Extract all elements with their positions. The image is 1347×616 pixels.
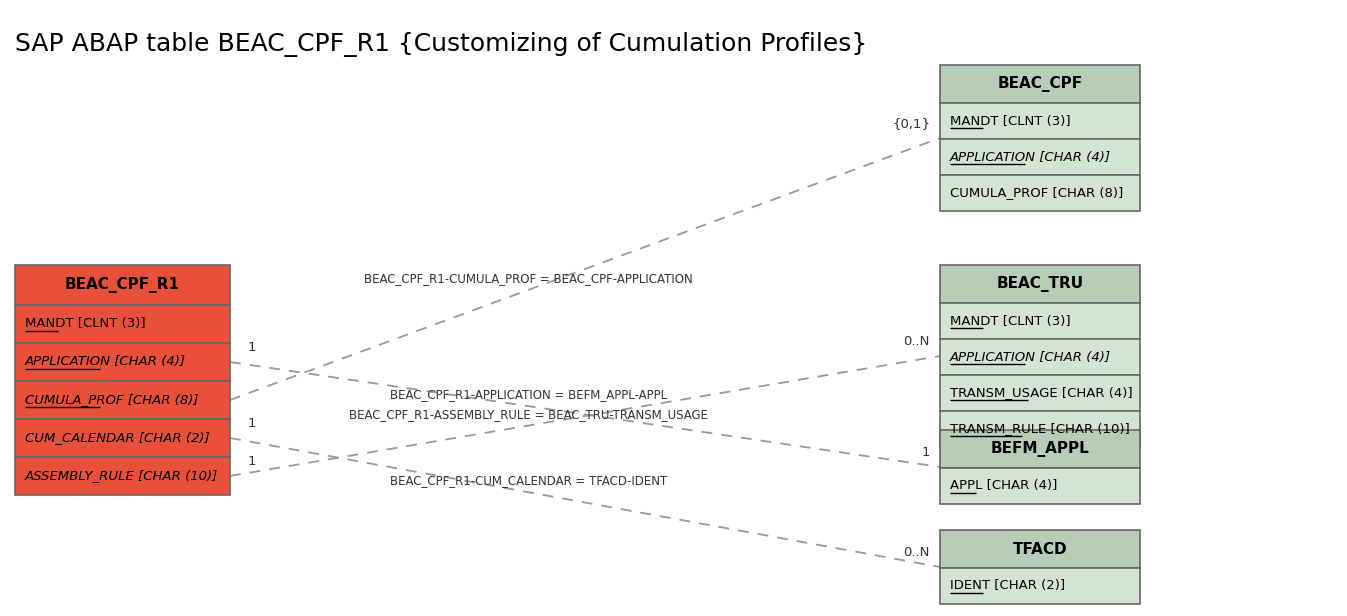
Text: CUM_CALENDAR [CHAR (2)]: CUM_CALENDAR [CHAR (2)] (26, 431, 210, 445)
Text: APPL [CHAR (4)]: APPL [CHAR (4)] (950, 479, 1057, 493)
FancyBboxPatch shape (940, 103, 1140, 139)
Text: TRANSM_RULE [CHAR (10)]: TRANSM_RULE [CHAR (10)] (950, 423, 1130, 436)
Text: TRANSM_USAGE [CHAR (4)]: TRANSM_USAGE [CHAR (4)] (950, 386, 1133, 400)
FancyBboxPatch shape (940, 175, 1140, 211)
Text: 1: 1 (248, 341, 256, 354)
Text: BEAC_CPF_R1: BEAC_CPF_R1 (65, 277, 180, 293)
Text: 1: 1 (248, 455, 256, 468)
FancyBboxPatch shape (15, 419, 230, 457)
Text: 0..N: 0..N (904, 546, 929, 559)
Text: BEAC_CPF_R1-CUMULA_PROF = BEAC_CPF-APPLICATION: BEAC_CPF_R1-CUMULA_PROF = BEAC_CPF-APPLI… (364, 272, 692, 285)
Text: {0,1}: {0,1} (892, 117, 929, 130)
Text: SAP ABAP table BEAC_CPF_R1 {Customizing of Cumulation Profiles}: SAP ABAP table BEAC_CPF_R1 {Customizing … (15, 32, 867, 57)
FancyBboxPatch shape (940, 375, 1140, 411)
Text: 1: 1 (248, 417, 256, 430)
FancyBboxPatch shape (15, 457, 230, 495)
Text: BEFM_APPL: BEFM_APPL (990, 441, 1090, 457)
Text: BEAC_CPF_R1-ASSEMBLY_RULE = BEAC_TRU-TRANSM_USAGE: BEAC_CPF_R1-ASSEMBLY_RULE = BEAC_TRU-TRA… (349, 408, 707, 421)
Text: 0..N: 0..N (904, 335, 929, 348)
FancyBboxPatch shape (940, 568, 1140, 604)
FancyBboxPatch shape (15, 381, 230, 419)
Text: ASSEMBLY_RULE [CHAR (10)]: ASSEMBLY_RULE [CHAR (10)] (26, 469, 218, 482)
Text: APPLICATION [CHAR (4)]: APPLICATION [CHAR (4)] (950, 351, 1111, 363)
Text: MANDT [CLNT (3)]: MANDT [CLNT (3)] (950, 315, 1071, 328)
Text: 1: 1 (921, 446, 929, 459)
FancyBboxPatch shape (940, 339, 1140, 375)
FancyBboxPatch shape (940, 411, 1140, 447)
Text: BEAC_CPF_R1-CUM_CALENDAR = TFACD-IDENT: BEAC_CPF_R1-CUM_CALENDAR = TFACD-IDENT (389, 474, 667, 487)
Text: BEAC_CPF: BEAC_CPF (997, 76, 1083, 92)
Text: BEAC_TRU: BEAC_TRU (997, 276, 1083, 292)
Text: BEAC_CPF_R1-APPLICATION = BEFM_APPL-APPL: BEAC_CPF_R1-APPLICATION = BEFM_APPL-APPL (389, 388, 667, 401)
FancyBboxPatch shape (15, 265, 230, 305)
FancyBboxPatch shape (940, 468, 1140, 504)
FancyBboxPatch shape (940, 430, 1140, 468)
Text: CUMULA_PROF [CHAR (8)]: CUMULA_PROF [CHAR (8)] (950, 187, 1123, 200)
FancyBboxPatch shape (940, 65, 1140, 103)
Text: CUMULA_PROF [CHAR (8)]: CUMULA_PROF [CHAR (8)] (26, 394, 198, 407)
Text: MANDT [CLNT (3)]: MANDT [CLNT (3)] (26, 317, 145, 331)
FancyBboxPatch shape (15, 305, 230, 343)
Text: APPLICATION [CHAR (4)]: APPLICATION [CHAR (4)] (950, 150, 1111, 163)
FancyBboxPatch shape (15, 343, 230, 381)
FancyBboxPatch shape (940, 265, 1140, 303)
Text: TFACD: TFACD (1013, 541, 1067, 556)
FancyBboxPatch shape (940, 530, 1140, 568)
Text: APPLICATION [CHAR (4)]: APPLICATION [CHAR (4)] (26, 355, 186, 368)
FancyBboxPatch shape (940, 139, 1140, 175)
Text: IDENT [CHAR (2)]: IDENT [CHAR (2)] (950, 580, 1065, 593)
Text: MANDT [CLNT (3)]: MANDT [CLNT (3)] (950, 115, 1071, 128)
FancyBboxPatch shape (940, 303, 1140, 339)
